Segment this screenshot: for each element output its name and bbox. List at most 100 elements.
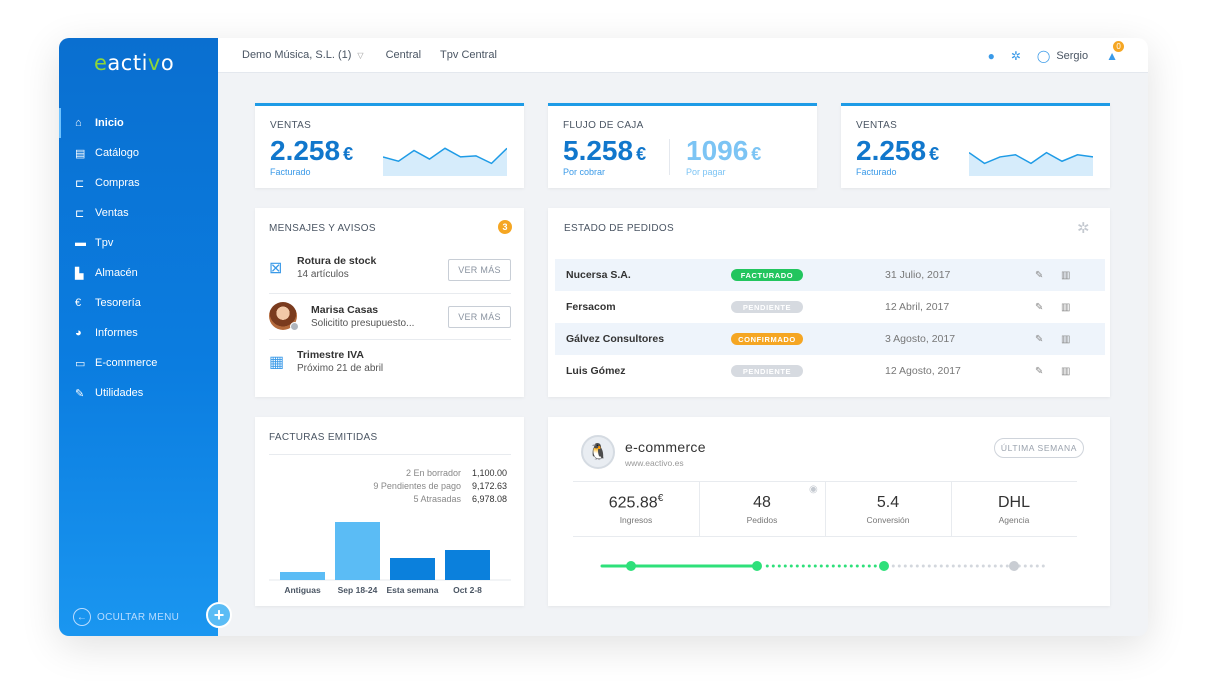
progress-dot bbox=[849, 564, 853, 568]
progress-dot bbox=[897, 564, 901, 568]
message-item[interactable]: ▦ Trimestre IVA Próximo 21 de abril bbox=[269, 349, 511, 374]
order-row[interactable]: Fersacom PENDIENTE 12 Abril, 2017 ✎ ▥ bbox=[555, 291, 1105, 323]
avatar bbox=[269, 302, 299, 331]
legend-row: 9 Pendientes de pago 9,172.63 bbox=[301, 481, 507, 491]
progress-dot bbox=[945, 564, 949, 568]
bar[interactable] bbox=[335, 522, 380, 580]
message-item[interactable]: Marisa Casas Solicitito presupuesto... VE… bbox=[269, 302, 511, 331]
sidebar-item-informes[interactable]: ◕ Informes bbox=[59, 318, 218, 348]
order-date: 12 Agosto, 2017 bbox=[885, 365, 961, 377]
progress-dot bbox=[963, 564, 967, 568]
gear-icon[interactable]: ✲ bbox=[1077, 220, 1090, 237]
sparkline-area bbox=[969, 152, 1093, 176]
message-item[interactable]: ⊠ Rotura de stock 14 artículos VER MÁS bbox=[269, 255, 511, 281]
order-name: Gálvez Consultores bbox=[566, 333, 665, 345]
sidebar-item-tpv[interactable]: ▬ Tpv bbox=[59, 228, 218, 258]
trash-icon[interactable]: ▥ bbox=[1061, 301, 1071, 313]
sidebar-item-compras[interactable]: ⊏ Compras bbox=[59, 168, 218, 198]
pencil-icon[interactable]: ✎ bbox=[1035, 333, 1044, 345]
kpi-value: 2.258 € bbox=[270, 135, 354, 166]
progress-dot bbox=[795, 564, 799, 568]
x-tick-label: Antiguas bbox=[284, 585, 321, 595]
divider bbox=[269, 293, 511, 294]
order-row[interactable]: Luis Gómez PENDIENTE 12 Agosto, 2017 ✎ ▥ bbox=[555, 355, 1105, 387]
stat-value: 625.88 bbox=[608, 494, 658, 512]
help-icon[interactable]: ● bbox=[987, 48, 995, 63]
bar[interactable] bbox=[445, 550, 490, 580]
divider bbox=[269, 339, 511, 340]
progress-dot bbox=[921, 564, 925, 568]
gear-icon[interactable]: ✲ bbox=[1010, 48, 1021, 63]
stat-pedidos: 48 Pedidos bbox=[699, 482, 825, 536]
sidebar-item-tesorera[interactable]: € Tesorería bbox=[59, 288, 218, 318]
order-date: 12 Abril, 2017 bbox=[885, 301, 950, 313]
progress-dot bbox=[915, 564, 919, 568]
bell-icon[interactable]: ▲ 0 bbox=[1106, 39, 1126, 63]
messages-card: MENSAJES Y AVISOS 3 ⊠ Rotura de stock 14 … bbox=[255, 208, 524, 397]
progress-dot bbox=[807, 564, 811, 568]
trash-icon[interactable]: ▥ bbox=[1061, 269, 1071, 281]
progress-dot bbox=[825, 564, 829, 568]
branch-selector[interactable]: Central bbox=[385, 49, 422, 61]
invoices-card: FACTURAS EMITIDAS 2 En borrador 1,100.00 … bbox=[255, 417, 524, 606]
cart-icon: ⊏ bbox=[75, 177, 85, 190]
progress-dot bbox=[867, 564, 871, 568]
divider bbox=[825, 482, 826, 536]
order-row[interactable]: Gálvez Consultores CONFIRMADO 3 Agosto, 20… bbox=[555, 323, 1105, 355]
sidebar-item-almacn[interactable]: ▙ Almacén bbox=[59, 258, 218, 288]
ver-mas-button[interactable]: VER MÁS bbox=[448, 306, 511, 328]
ver-mas-button[interactable]: VER MÁS bbox=[448, 259, 511, 281]
tpv-selector[interactable]: Tpv Central bbox=[440, 49, 497, 61]
bar[interactable] bbox=[390, 558, 435, 580]
invoices-bar-chart: Antiguas Sep 18-24 Esta semana Oct 2-8 bbox=[269, 522, 511, 595]
progress-step bbox=[879, 561, 889, 571]
delivery-progress bbox=[600, 561, 1045, 571]
progress-dot bbox=[969, 564, 973, 568]
user-icon: ◯ bbox=[1036, 48, 1051, 63]
sidebar-item-inicio[interactable]: ⌂ Inicio bbox=[59, 108, 218, 138]
progress-dot bbox=[927, 564, 931, 568]
user-name[interactable]: Sergio bbox=[1056, 49, 1089, 62]
x-tick-label: Sep 18-24 bbox=[338, 585, 378, 595]
stat-unit: € bbox=[657, 492, 664, 504]
pencil-icon[interactable]: ✎ bbox=[1035, 269, 1044, 281]
add-button[interactable]: + bbox=[206, 602, 232, 628]
sidebar-item-ecommerce[interactable]: ▭ E-commerce bbox=[59, 348, 218, 378]
stat-label: Pedidos bbox=[746, 514, 778, 525]
range-button[interactable]: ÚLTIMA SEMANA bbox=[994, 438, 1084, 458]
sidebar-item-ventas[interactable]: ⊏ Ventas bbox=[59, 198, 218, 228]
progress-dot bbox=[987, 564, 991, 568]
progress-dot bbox=[855, 564, 859, 568]
progress-dot bbox=[909, 564, 913, 568]
messages-count-badge: 3 bbox=[498, 220, 512, 234]
progress-dot bbox=[771, 564, 775, 568]
progress-dot bbox=[939, 564, 943, 568]
trash-icon[interactable]: ▥ bbox=[1061, 333, 1071, 345]
bar[interactable] bbox=[280, 572, 325, 580]
sparkline-line bbox=[969, 151, 1093, 165]
stat-conversion: 5.4 Conversión bbox=[825, 482, 951, 536]
trash-icon[interactable]: ▥ bbox=[1061, 365, 1071, 377]
kpi-title: FLUJO DE CAJA bbox=[563, 120, 644, 131]
stat-agencia: DHL Agencia bbox=[951, 482, 1077, 536]
eye-icon[interactable]: ◉ bbox=[809, 484, 818, 495]
sidebar-item-utilidades[interactable]: ✎ Utilidades bbox=[59, 378, 218, 408]
pencil-icon[interactable]: ✎ bbox=[1035, 365, 1044, 377]
sidebar-item-catlogo[interactable]: ▤ Catálogo bbox=[59, 138, 218, 168]
notification-badge: 0 bbox=[1112, 39, 1126, 53]
message-title: Trimestre IVA bbox=[297, 349, 364, 361]
kpi-value-2: 1096 € bbox=[686, 135, 762, 166]
progress-dot bbox=[861, 564, 865, 568]
stat-value: DHL bbox=[997, 493, 1030, 511]
company-selector[interactable]: Demo Música, S.L. (1) ▽ bbox=[242, 49, 364, 61]
pencil-icon[interactable]: ✎ bbox=[1035, 301, 1044, 313]
legend-value: 6,978.08 bbox=[471, 494, 507, 504]
stat-label: Conversión bbox=[866, 514, 910, 525]
messages-title: MENSAJES Y AVISOS bbox=[269, 223, 376, 234]
hide-menu-button[interactable]: ← OCULTAR MENU bbox=[73, 608, 179, 626]
orders-title: ESTADO DE PEDIDOS bbox=[564, 223, 674, 234]
kpi-title: VENTAS bbox=[270, 120, 312, 131]
order-row[interactable]: Nucersa S.A. FACTURADO 31 Julio, 2017 ✎ ▥ bbox=[555, 259, 1105, 291]
x-tick-label: Esta semana bbox=[387, 585, 439, 595]
warehouse-icon: ▙ bbox=[75, 267, 84, 280]
